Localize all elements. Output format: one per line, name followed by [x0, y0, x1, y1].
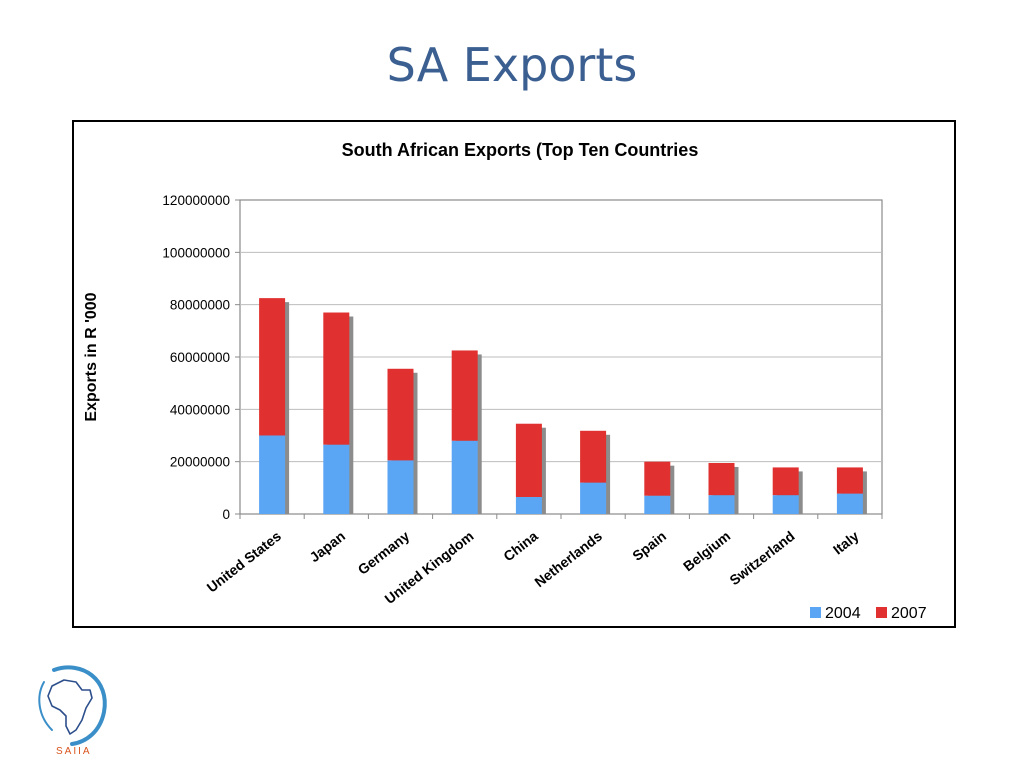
- bar-2007: [323, 312, 350, 445]
- legend-background: [804, 594, 938, 626]
- bar-2007: [580, 430, 607, 483]
- bar-2007: [387, 368, 414, 461]
- x-tick-label: Italy: [830, 528, 862, 558]
- x-tick-label: United States: [204, 528, 285, 596]
- y-axis-ticks: 0 20000000 40000000 60000000 80000000 1000000…: [162, 193, 240, 522]
- saiia-logo: SAIIA: [38, 665, 107, 756]
- y-tick-label: 0: [222, 507, 230, 522]
- legend-label: 2004: [825, 605, 861, 622]
- bar-2004: [259, 435, 286, 514]
- x-tick-label: Japan: [306, 528, 348, 566]
- y-tick-label: 80000000: [170, 298, 230, 313]
- africa-map-icon: [47, 679, 93, 735]
- slide-title: SA Exports: [386, 38, 638, 92]
- y-tick-label: 100000000: [162, 245, 230, 260]
- bar-2004: [644, 495, 671, 514]
- logo-text: SAIIA: [56, 746, 92, 756]
- bar-2004: [836, 493, 863, 514]
- bar-2004: [708, 495, 735, 514]
- bar-2007: [836, 467, 863, 494]
- bar-chart: South African Exports (Top Ten Countries…: [83, 140, 938, 626]
- legend-label: 2007: [891, 605, 927, 622]
- chart-frame: South African Exports (Top Ten Countries…: [72, 120, 956, 628]
- bar-2007: [644, 461, 671, 496]
- legend-swatch: [810, 607, 821, 618]
- bar-2007: [451, 350, 478, 441]
- chart-title: South African Exports (Top Ten Countries: [342, 140, 699, 160]
- x-tick-label: China: [500, 528, 541, 565]
- legend: 2004 2007: [810, 605, 927, 622]
- bar-2004: [451, 440, 478, 514]
- bar-2004: [580, 482, 607, 514]
- x-tick-label: Belgium: [680, 528, 733, 575]
- bar-2004: [772, 495, 799, 514]
- bar-2007: [259, 298, 286, 436]
- x-tick-label: Spain: [629, 528, 669, 564]
- y-tick-label: 20000000: [170, 455, 230, 470]
- legend-swatch: [876, 607, 887, 618]
- y-axis-label: Exports in R '000: [83, 292, 100, 421]
- globe-ring-icon: [52, 665, 107, 746]
- bars: [259, 298, 863, 514]
- bar-2007: [708, 462, 735, 496]
- bar-2004: [515, 496, 542, 514]
- bar-2007: [772, 467, 799, 496]
- bar-2007: [515, 423, 542, 497]
- y-tick-label: 40000000: [170, 402, 230, 417]
- bar-2004: [323, 444, 350, 514]
- y-tick-label: 120000000: [162, 193, 230, 208]
- x-tick-label: Germany: [355, 528, 413, 578]
- bar-2004: [387, 460, 414, 514]
- y-tick-label: 60000000: [170, 350, 230, 365]
- x-tick-label: Netherlands: [531, 528, 605, 591]
- x-tick-label: Switzerland: [726, 528, 797, 589]
- globe-ring-inner-icon: [38, 681, 53, 731]
